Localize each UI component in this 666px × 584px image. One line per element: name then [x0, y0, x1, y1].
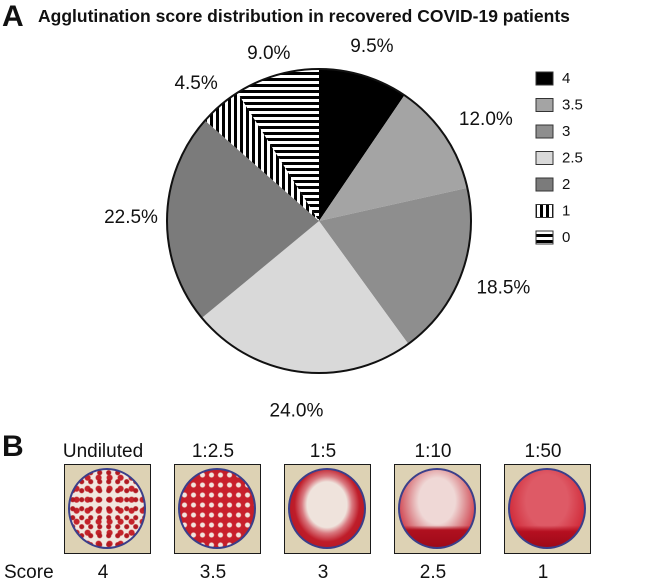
legend-label-score-3-5: 3.5: [562, 97, 583, 114]
legend-swatch-score-2-5: [535, 151, 554, 165]
legend-label-score-0: 0: [562, 229, 570, 246]
legend-swatch-score-3: [535, 124, 554, 139]
score-value-1-5: 3: [317, 562, 329, 583]
legend-swatch-score-2: [535, 177, 554, 192]
well-photo-1-5: [284, 464, 371, 554]
legend-label-score-1: 1: [562, 203, 570, 220]
pie-label-score-1: 4.5%: [174, 73, 217, 94]
score-value-1-2-5: 3.5: [199, 562, 227, 583]
well-1-5: [288, 468, 366, 549]
well-photo-1-10: [394, 464, 481, 554]
pie-slices: [166, 68, 472, 374]
score-value-1-10: 2.5: [419, 562, 447, 583]
dilution-label-undiluted: Undiluted: [62, 441, 144, 462]
pie-label-score-0: 9.0%: [247, 43, 290, 64]
score-value-undiluted: 4: [97, 562, 109, 583]
pie-chart: 9.5% 12.0% 18.5% 24.0% 22.5% 4.5% 9.0% 4 3.5 3 2.…: [104, 36, 583, 422]
pie-percent-labels: 9.5% 12.0% 18.5% 24.0% 22.5% 4.5% 9.0%: [104, 36, 530, 422]
well-photo-1-2-5: [174, 464, 261, 554]
pie-slice-score-1: [204, 92, 319, 221]
pie-label-score-4: 9.5%: [350, 36, 393, 57]
legend-label-score-2: 2: [562, 176, 570, 193]
legend-label-score-4: 4: [562, 70, 570, 87]
dilution-label-1-50: 1:50: [524, 441, 562, 462]
dilution-label-1-10: 1:10: [414, 441, 452, 462]
pie-slice-score-4: [319, 69, 405, 221]
panel-b-letter: B: [2, 430, 24, 463]
pie-label-score-3: 18.5%: [476, 278, 530, 299]
pie-label-score-3-5: 12.0%: [459, 109, 513, 130]
well-1-10: [398, 468, 476, 549]
pie-label-score-2: 22.5%: [104, 207, 158, 228]
well-1-2-5: [178, 468, 256, 549]
pie-label-score-2-5: 24.0%: [270, 401, 324, 422]
pie-outline: [166, 68, 472, 374]
pie-slice-score-3-5: [319, 95, 468, 221]
well-undiluted: [68, 468, 146, 549]
chart-title: Agglutination score distribution in reco…: [38, 6, 570, 26]
pie-slice-score-0: [237, 69, 319, 221]
pie-slice-score-2: [167, 120, 319, 318]
well-1-50: [508, 468, 586, 549]
legend-label-score-3: 3: [562, 123, 570, 140]
dilution-label-1-2-5: 1:2.5: [191, 441, 235, 462]
score-value-1-50: 1: [537, 562, 549, 583]
panel-a-letter: A: [2, 0, 24, 33]
legend-label-score-2-5: 2.5: [562, 150, 583, 167]
dilution-label-1-5: 1:5: [309, 441, 337, 462]
well-photo-undiluted: [64, 464, 151, 554]
well-photo-1-50: [504, 464, 591, 554]
legend-swatch-score-0: [535, 230, 554, 245]
legend: 4 3.5 3 2.5 2 1 0: [535, 70, 583, 246]
score-row-label: Score: [4, 562, 54, 583]
legend-swatch-score-4: [535, 71, 554, 86]
pie-slice-score-2-5: [201, 221, 409, 373]
legend-swatch-score-1: [535, 204, 554, 218]
pie-slice-score-3: [319, 187, 471, 344]
legend-swatch-score-3-5: [535, 98, 554, 112]
